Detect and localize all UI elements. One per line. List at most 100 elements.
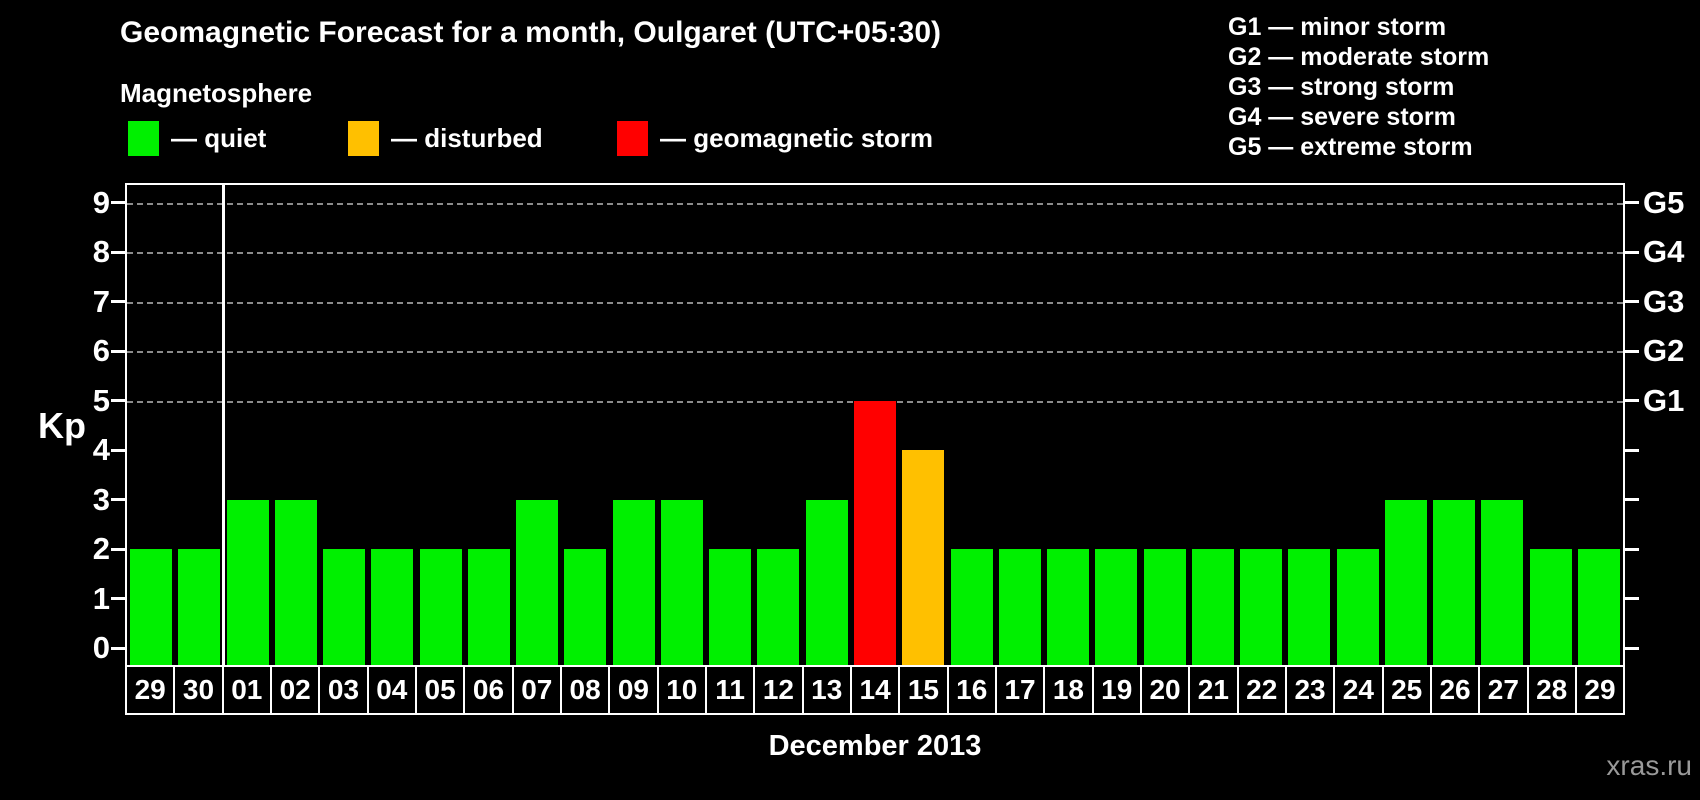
bar-day-19: [1095, 549, 1138, 665]
right-tick-kp-1: [1625, 597, 1639, 600]
day-label-10: 10: [656, 665, 707, 715]
right-axis-label-G4: G4: [1643, 234, 1685, 269]
day-label-04: 04: [366, 665, 417, 715]
chart-title: Geomagnetic Forecast for a month, Oulgar…: [120, 16, 942, 49]
y-tick-label-2: 2: [92, 531, 110, 566]
gridline-kp-8: [127, 252, 1623, 254]
legend-item-label: — quiet: [171, 123, 267, 153]
day-label-30: 30: [173, 665, 224, 715]
bar-day-20: [1143, 549, 1186, 665]
day-label-29: 29: [125, 665, 176, 715]
bar-day-22: [1240, 549, 1283, 665]
day-label-27: 27: [1478, 665, 1529, 715]
day-label-05: 05: [414, 665, 466, 715]
day-label-29: 29: [1574, 665, 1626, 715]
legend-item-label: — disturbed: [391, 123, 543, 153]
y-tick-label-6: 6: [92, 333, 110, 368]
right-tick-kp-5: [1625, 399, 1639, 402]
day-label-21: 21: [1188, 665, 1239, 715]
left-tick-kp-3: [111, 498, 125, 501]
storm-scale-legend: G1 — minor storm G2 — moderate storm G3 — …: [1228, 12, 1489, 162]
storm-color-swatch: [617, 121, 648, 156]
storm-scale-legend-line: G5 — extreme storm: [1228, 133, 1473, 161]
gridline-kp-9: [127, 202, 1623, 205]
day-label-23: 23: [1284, 665, 1336, 715]
day-label-16: 16: [946, 665, 997, 715]
bar-day-28: [1529, 549, 1572, 665]
bar-day-26: [1433, 499, 1476, 665]
right-tick-kp-9: [1625, 201, 1639, 204]
day-label-25: 25: [1381, 665, 1432, 715]
bar-day-09: [612, 499, 655, 665]
storm-scale-legend-line: G4 — severe storm: [1228, 103, 1456, 131]
gridline-kp-7: [127, 301, 1623, 304]
day-label-08: 08: [559, 665, 611, 715]
left-tick-kp-2: [111, 547, 125, 551]
bar-day-21: [1191, 549, 1234, 665]
day-label-02: 02: [269, 665, 321, 715]
day-label-22: 22: [1236, 665, 1287, 715]
left-tick-kp-9: [111, 201, 125, 204]
day-label-01: 01: [221, 665, 272, 715]
bar-day-04: [371, 549, 414, 665]
left-tick-kp-8: [111, 250, 125, 254]
right-axis-label-G2: G2: [1643, 333, 1685, 368]
bar-day-29: [1577, 549, 1620, 665]
right-tick-kp-4: [1625, 448, 1639, 452]
storm-scale-legend-line: G2 — moderate storm: [1228, 43, 1490, 71]
right-tick-kp-8: [1625, 250, 1639, 254]
bar-day-01: [226, 499, 269, 665]
bar-day-23: [1288, 549, 1331, 665]
right-tick-kp-7: [1625, 300, 1639, 303]
day-label-03: 03: [318, 665, 369, 715]
legend-item-storm: — geomagnetic storm: [617, 121, 933, 156]
bar-day-15: [902, 450, 945, 665]
day-label-14: 14: [849, 665, 901, 715]
y-tick-label-1: 1: [92, 580, 110, 616]
right-axis-label-G1: G1: [1643, 382, 1685, 418]
bar-day-14: [854, 400, 896, 665]
storm-scale-legend-line: G3 — strong storm: [1228, 73, 1455, 101]
left-tick-kp-4: [111, 448, 125, 452]
y-tick-label-0: 0: [92, 630, 110, 665]
y-axis-label: Kp: [38, 405, 86, 446]
bar-day-05: [419, 549, 462, 665]
day-label-19: 19: [1091, 665, 1142, 715]
day-label-20: 20: [1139, 665, 1191, 715]
y-tick-label-7: 7: [92, 283, 110, 319]
y-tick-label-5: 5: [92, 382, 110, 418]
month-divider-line: [222, 185, 226, 665]
left-tick-kp-5: [111, 399, 125, 402]
day-label-11: 11: [704, 665, 756, 715]
day-label-26: 26: [1429, 665, 1481, 715]
bar-day-11: [709, 549, 752, 665]
legend-item-label: — geomagnetic storm: [660, 123, 934, 153]
left-tick-kp-6: [111, 349, 125, 353]
bar-day-02: [274, 499, 317, 665]
x-axis-day-labels: 29 30 01 02 03 04 05 06 07 08 09 10 11 12 13 14 15 16 17 18…: [125, 665, 1626, 715]
day-label-17: 17: [994, 665, 1046, 715]
bar-day-25: [1384, 499, 1427, 665]
day-label-15: 15: [898, 665, 949, 715]
y-tick-label-9: 9: [92, 184, 110, 220]
bar-day-18: [1047, 549, 1090, 665]
left-tick-kp-7: [111, 300, 125, 303]
bar-day-13: [805, 499, 848, 665]
bar-day-27: [1481, 499, 1524, 665]
bar-day-16: [950, 549, 993, 665]
day-label-24: 24: [1333, 665, 1384, 715]
y-tick-label-3: 3: [92, 481, 110, 517]
storm-scale-legend-line: G1 — minor storm: [1228, 13, 1447, 41]
right-axis-label-G5: G5: [1643, 184, 1685, 220]
day-label-06: 06: [463, 665, 514, 715]
x-axis-title: December 2013: [768, 730, 982, 762]
left-tick-kp-0: [111, 646, 125, 650]
bar-day-24: [1336, 549, 1379, 665]
bar-day-30: [178, 549, 221, 665]
day-label-28: 28: [1526, 665, 1577, 715]
bar-day-07: [516, 499, 559, 665]
day-label-09: 09: [608, 665, 659, 715]
bar-day-12: [757, 549, 800, 665]
bar-day-10: [660, 499, 703, 665]
